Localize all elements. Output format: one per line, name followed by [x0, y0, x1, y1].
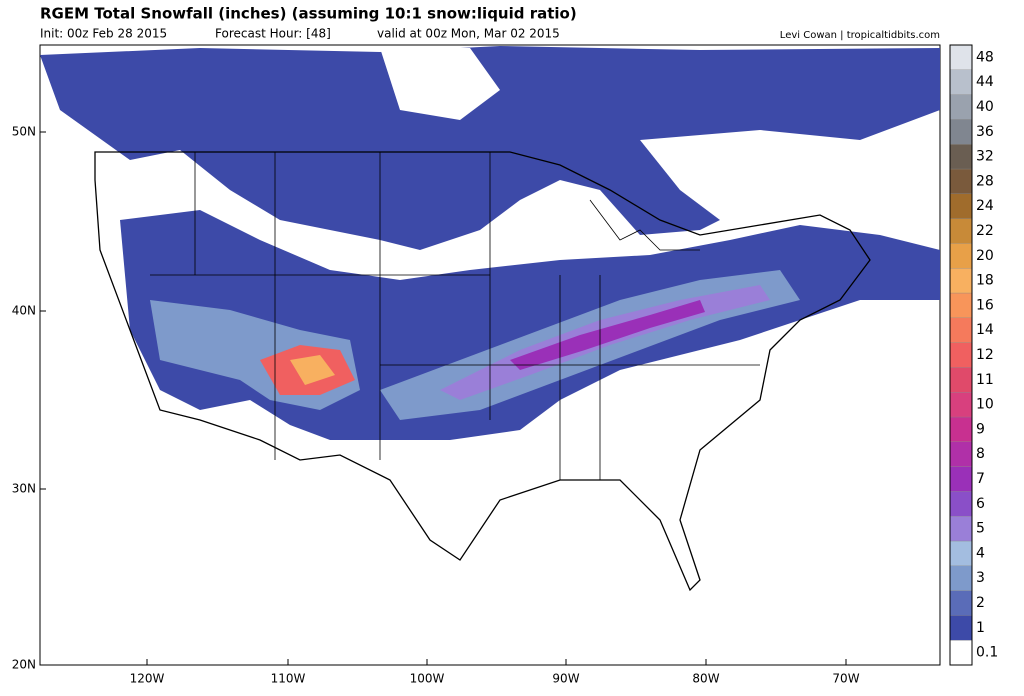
colorbar-label: 22: [976, 223, 994, 239]
colorbar-label: 2: [976, 595, 985, 611]
colorbar-label: 36: [976, 124, 994, 140]
init-time: Init: 00z Feb 28 2015: [40, 27, 167, 41]
colorbar-swatch: [949, 342, 973, 368]
colorbar-label: 1: [976, 620, 985, 636]
colorbar-swatch: [949, 441, 973, 467]
colorbar-swatch: [949, 392, 973, 418]
lon-label: 80W: [692, 672, 719, 686]
title: RGEM Total Snowfall (inches) (assuming 1…: [40, 5, 577, 23]
colorbar-label: 5: [976, 521, 985, 537]
colorbar-swatch: [949, 218, 973, 244]
colorbar-label: 8: [976, 446, 985, 462]
colorbar-label: 28: [976, 173, 994, 189]
colorbar-swatch: [949, 317, 973, 343]
colorbar-swatch: [949, 615, 973, 641]
colorbar-label: 10: [976, 397, 994, 413]
colorbar-swatch: [949, 119, 973, 145]
lat-label: 50N: [12, 125, 36, 139]
colorbar-label: 11: [976, 372, 994, 388]
lat-label: 20N: [12, 658, 36, 672]
colorbar-frame: [949, 44, 973, 666]
credit: Levi Cowan | tropicaltidbits.com: [780, 30, 940, 41]
lat-label: 30N: [12, 482, 36, 496]
colorbar-swatch: [949, 367, 973, 393]
lon-label: 110W: [271, 672, 306, 686]
colorbar-swatch: [949, 466, 973, 492]
colorbar-swatch: [949, 144, 973, 170]
colorbar-label: 48: [976, 49, 994, 65]
lon-label: 100W: [410, 672, 445, 686]
colorbar-label: 32: [976, 149, 994, 165]
lon-label: 120W: [130, 672, 165, 686]
valid-time: valid at 00z Mon, Mar 02 2015: [377, 27, 560, 41]
colorbar-swatch: [949, 292, 973, 318]
colorbar-label: 44: [976, 74, 994, 90]
us-border: [94, 151, 871, 592]
colorbar-swatch: [949, 640, 973, 666]
colorbar-swatch: [949, 168, 973, 194]
state-lines: [150, 152, 760, 480]
snow-band-max: [510, 300, 705, 370]
colorbar-label: 6: [976, 496, 985, 512]
snow-gap: [380, 48, 500, 120]
map: [39, 44, 941, 666]
colorbar-swatch: [949, 243, 973, 269]
colorbar-label: 7: [976, 471, 985, 487]
colorbar-swatch: [949, 69, 973, 95]
axis-labels: 50N 40N 30N 20N 120W 110W 100W 90W 80W 70W: [12, 125, 860, 686]
colorbar-swatch: [949, 94, 973, 120]
colorbar-label: 20: [976, 248, 994, 264]
colorbar-label: 18: [976, 273, 994, 289]
colorbar-label: 4: [976, 545, 985, 561]
lat-label: 40N: [12, 304, 36, 318]
colorbar-label: 16: [976, 297, 994, 313]
colorbar-swatch: [949, 516, 973, 542]
colorbar-swatch: [949, 44, 973, 70]
colorbar-label: 24: [976, 198, 994, 214]
snow-gap: [640, 130, 930, 235]
colorbar: 0.11234567891011121416182022242832364044…: [949, 44, 998, 666]
colorbar-label: 40: [976, 99, 994, 115]
colorbar-swatch: [949, 193, 973, 219]
colorbar-swatch: [949, 590, 973, 616]
lon-label: 90W: [552, 672, 579, 686]
colorbar-label: 9: [976, 421, 985, 437]
colorbar-swatch: [949, 540, 973, 566]
snow-southwest-peak: [290, 355, 335, 385]
colorbar-swatch: [949, 565, 973, 591]
great-lakes: [589, 199, 700, 251]
lon-label: 70W: [832, 672, 859, 686]
colorbar-label: 0.1: [976, 645, 998, 661]
colorbar-swatch: [949, 268, 973, 294]
colorbar-swatch: [949, 491, 973, 517]
colorbar-label: 3: [976, 570, 985, 586]
colorbar-label: 12: [976, 347, 994, 363]
forecast-hour: Forecast Hour: [48]: [215, 27, 331, 41]
colorbar-label: 14: [976, 322, 994, 338]
colorbar-swatch: [949, 416, 973, 442]
